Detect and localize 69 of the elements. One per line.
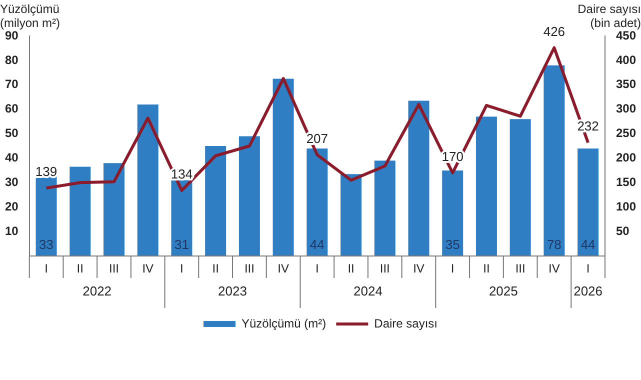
y-tick-label: 20 xyxy=(4,199,19,214)
y2-tick-label: 200 xyxy=(616,150,636,165)
y2-tick-label: 450 xyxy=(616,28,636,42)
x-tick-label: IV xyxy=(548,262,560,276)
y-tick-label: 40 xyxy=(4,150,19,165)
x-tick-label: I xyxy=(586,262,590,276)
y-tick-label: 80 xyxy=(4,52,19,67)
x-tick-label: I xyxy=(315,262,319,276)
x-tick-label: III xyxy=(244,262,254,276)
data-label: 44 xyxy=(580,237,596,252)
x-tick-label: I xyxy=(44,262,48,276)
y-tick-label: 30 xyxy=(4,174,19,189)
bar xyxy=(104,163,124,256)
bar xyxy=(205,146,226,256)
text: 2022 xyxy=(82,284,112,299)
text: 2023 xyxy=(218,284,247,299)
bar xyxy=(442,170,464,256)
bar xyxy=(306,148,328,256)
x-tick-label: IV xyxy=(142,262,154,276)
bar xyxy=(340,174,362,256)
text: 2026 xyxy=(574,284,603,299)
x-tick-label: III xyxy=(515,262,526,276)
bar xyxy=(510,119,531,256)
x-tick-label: IV xyxy=(278,262,289,276)
bar xyxy=(544,65,565,256)
legend-label: Yüzölçümü (m²) xyxy=(241,316,326,330)
y-tick-label: 60 xyxy=(4,102,19,116)
y-tick-label: 50 xyxy=(4,126,19,140)
bar xyxy=(70,166,91,256)
x-tick-label: IV xyxy=(413,262,424,276)
data-label: 35 xyxy=(445,237,460,252)
data-label: 44 xyxy=(310,237,324,252)
y2-tick-label: 50 xyxy=(616,224,630,238)
y2-tick-label: 400 xyxy=(616,52,636,67)
x-tick-label: II xyxy=(212,262,219,276)
y2-tick-label: 150 xyxy=(616,174,636,189)
bar xyxy=(408,100,430,256)
x-tick-label: I xyxy=(450,262,454,276)
y2-axis-title: Daire sayısı (bin adet) xyxy=(578,2,641,30)
bar xyxy=(578,148,599,256)
y-axis-title: Yüzölçümü (milyon m²) xyxy=(0,2,61,30)
x-tick-label: III xyxy=(108,262,120,276)
y-tick-label: 90 xyxy=(4,28,19,42)
x-tick-label: II xyxy=(483,262,490,276)
y2-tick-label: 300 xyxy=(616,102,636,116)
x-tick-label: I xyxy=(180,262,184,276)
bar xyxy=(272,78,294,256)
y-tick-label: 70 xyxy=(4,77,19,92)
data-label: 33 xyxy=(39,237,54,252)
bar xyxy=(374,160,396,256)
legend-label: Daire sayısı xyxy=(374,316,438,330)
x-tick-label: III xyxy=(380,262,390,276)
text: 2025 xyxy=(488,284,518,299)
y2-tick-label: 100 xyxy=(616,199,636,214)
bar xyxy=(137,104,158,256)
text: 2024 xyxy=(353,284,382,299)
x-tick-label: II xyxy=(76,262,84,276)
bar xyxy=(36,175,57,256)
data-label: 139 xyxy=(35,164,58,180)
y-tick-label: 10 xyxy=(4,224,19,238)
data-label: 426 xyxy=(543,24,566,39)
bar xyxy=(171,180,192,256)
bar xyxy=(476,116,497,256)
data-label: 31 xyxy=(174,237,189,252)
x-tick-label: II xyxy=(348,262,354,276)
data-label: 78 xyxy=(546,237,562,252)
bar xyxy=(238,136,260,256)
y2-tick-label: 250 xyxy=(616,126,636,140)
y2-tick-label: 350 xyxy=(616,77,636,92)
